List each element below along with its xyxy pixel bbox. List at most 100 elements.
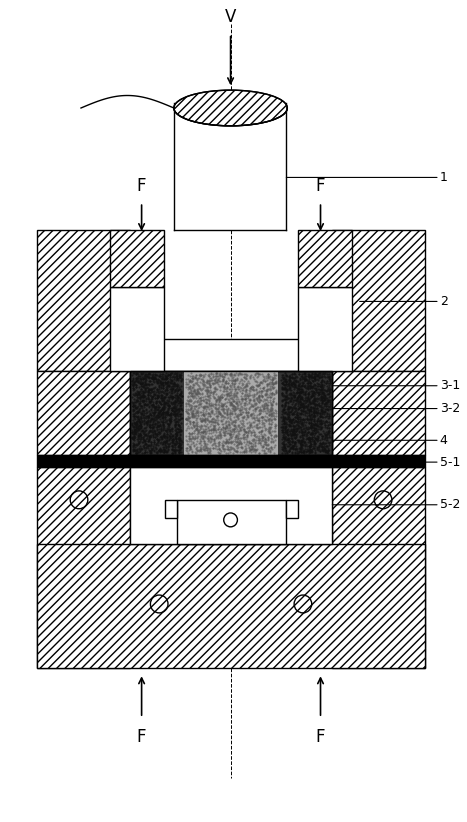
Point xyxy=(196,405,204,418)
Point xyxy=(267,413,275,427)
Point xyxy=(302,370,309,383)
Point xyxy=(318,395,326,408)
Point xyxy=(146,396,154,409)
Point xyxy=(203,418,210,431)
Point xyxy=(166,389,173,402)
Point xyxy=(152,410,159,423)
Point xyxy=(133,401,141,414)
Point xyxy=(237,438,244,451)
Point xyxy=(146,420,154,433)
Point xyxy=(286,418,293,432)
Point xyxy=(135,414,143,427)
Point xyxy=(230,404,238,417)
Point xyxy=(148,398,156,411)
Point xyxy=(198,419,206,432)
Point xyxy=(148,370,156,383)
Point xyxy=(309,412,316,425)
Point xyxy=(297,391,305,404)
Point xyxy=(248,398,255,411)
Point xyxy=(143,446,151,459)
Point xyxy=(151,418,159,431)
Point xyxy=(262,435,270,448)
Point xyxy=(246,381,253,395)
Point xyxy=(131,430,138,443)
Point xyxy=(288,383,295,396)
Point xyxy=(293,381,301,395)
Point xyxy=(191,399,198,413)
Point xyxy=(156,436,164,450)
Point xyxy=(134,445,142,458)
Point xyxy=(260,392,268,405)
Point xyxy=(238,367,245,381)
Point xyxy=(216,374,224,387)
Point xyxy=(318,440,325,453)
Point xyxy=(194,371,201,384)
Point xyxy=(283,440,290,453)
Point xyxy=(157,445,165,458)
Point xyxy=(270,446,277,459)
Point xyxy=(292,421,299,434)
Point xyxy=(287,416,295,429)
Point xyxy=(265,445,272,458)
Point xyxy=(246,381,254,395)
Point xyxy=(306,440,313,453)
Point xyxy=(293,386,300,399)
Point xyxy=(223,405,230,418)
Point xyxy=(175,432,183,446)
Point xyxy=(143,417,150,430)
Point xyxy=(307,431,314,444)
Point xyxy=(201,393,209,406)
Point xyxy=(147,377,155,390)
Point xyxy=(130,419,138,432)
Point xyxy=(204,412,211,425)
Point xyxy=(307,412,314,425)
Point xyxy=(267,421,274,434)
Point xyxy=(298,425,305,438)
Point xyxy=(295,367,303,381)
Point xyxy=(172,407,179,420)
Point xyxy=(139,372,147,385)
Point xyxy=(137,441,145,455)
Point xyxy=(267,383,275,396)
Point xyxy=(295,386,303,399)
Point xyxy=(131,417,138,430)
Point xyxy=(287,432,295,445)
Point xyxy=(246,402,253,415)
Point xyxy=(170,373,177,386)
Point xyxy=(281,367,289,380)
Point xyxy=(287,413,294,427)
Point xyxy=(296,426,303,439)
Point xyxy=(153,427,161,441)
Point xyxy=(282,399,289,412)
Point xyxy=(262,446,269,459)
Point xyxy=(140,417,148,430)
Point xyxy=(171,440,179,453)
Point xyxy=(307,421,315,434)
Point xyxy=(278,376,286,390)
Point xyxy=(257,376,265,389)
Point xyxy=(296,382,303,395)
Point xyxy=(135,419,143,432)
Point xyxy=(224,392,232,405)
Point xyxy=(231,375,239,388)
Point xyxy=(165,423,173,436)
Point xyxy=(279,431,287,444)
Point xyxy=(215,437,223,450)
Point xyxy=(294,409,301,422)
Point xyxy=(285,401,293,414)
Point xyxy=(131,375,138,388)
Point xyxy=(324,441,332,455)
Point xyxy=(320,443,328,456)
Point xyxy=(306,376,313,389)
Point xyxy=(314,419,321,432)
Point xyxy=(311,374,319,387)
Point xyxy=(210,433,217,446)
Point xyxy=(169,396,177,409)
Point xyxy=(247,371,254,384)
Point xyxy=(186,441,193,454)
Point xyxy=(161,434,168,447)
Point xyxy=(288,397,296,410)
Point xyxy=(160,408,167,421)
Point xyxy=(278,442,286,455)
Point xyxy=(319,405,326,418)
